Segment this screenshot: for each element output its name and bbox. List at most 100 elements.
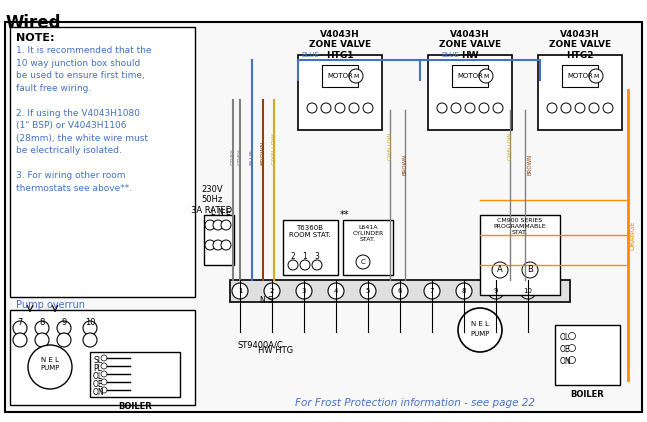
Text: V4043H
ZONE VALVE
HTG1: V4043H ZONE VALVE HTG1 bbox=[309, 30, 371, 60]
Text: 10: 10 bbox=[85, 318, 95, 327]
Text: GREY: GREY bbox=[230, 148, 236, 165]
Text: 4: 4 bbox=[334, 288, 338, 294]
Text: 8: 8 bbox=[462, 288, 466, 294]
Text: C: C bbox=[360, 259, 366, 265]
Circle shape bbox=[360, 283, 376, 299]
Text: OE: OE bbox=[93, 380, 104, 389]
Bar bbox=[555, 325, 620, 385]
Text: E: E bbox=[226, 208, 230, 217]
Text: For Frost Protection information - see page 22: For Frost Protection information - see p… bbox=[295, 398, 535, 408]
Text: N E L: N E L bbox=[41, 357, 59, 363]
Bar bbox=[428, 55, 512, 130]
Text: GREY: GREY bbox=[237, 148, 243, 165]
Circle shape bbox=[479, 103, 489, 113]
Text: M: M bbox=[483, 73, 488, 78]
Circle shape bbox=[101, 355, 107, 361]
Text: 1: 1 bbox=[303, 252, 307, 261]
Circle shape bbox=[307, 103, 317, 113]
Circle shape bbox=[57, 321, 71, 335]
Circle shape bbox=[213, 240, 223, 250]
Bar bbox=[562, 65, 598, 87]
Text: PUMP: PUMP bbox=[470, 331, 490, 337]
Text: V4043H
ZONE VALVE
HTG2: V4043H ZONE VALVE HTG2 bbox=[549, 30, 611, 60]
Circle shape bbox=[561, 103, 571, 113]
Text: L: L bbox=[210, 208, 214, 217]
Circle shape bbox=[83, 321, 97, 335]
Circle shape bbox=[437, 103, 447, 113]
Text: 2: 2 bbox=[291, 252, 296, 261]
Text: 7: 7 bbox=[430, 288, 434, 294]
Circle shape bbox=[35, 333, 49, 347]
Circle shape bbox=[321, 103, 331, 113]
Text: S: S bbox=[268, 296, 272, 305]
Text: **: ** bbox=[340, 210, 350, 220]
Text: MOTOR: MOTOR bbox=[567, 73, 593, 79]
Circle shape bbox=[83, 333, 97, 347]
Text: CM900 SERIES
PROGRAMMABLE
STAT.: CM900 SERIES PROGRAMMABLE STAT. bbox=[494, 218, 546, 235]
Circle shape bbox=[213, 220, 223, 230]
Text: M: M bbox=[593, 73, 598, 78]
Circle shape bbox=[522, 262, 538, 278]
Circle shape bbox=[569, 344, 575, 352]
Text: N: N bbox=[217, 208, 223, 217]
Text: 1. It is recommended that the
10 way junction box should
be used to ensure first: 1. It is recommended that the 10 way jun… bbox=[16, 46, 151, 192]
Text: N E L: N E L bbox=[471, 321, 489, 327]
Text: V4043H
ZONE VALVE
HW: V4043H ZONE VALVE HW bbox=[439, 30, 501, 60]
Text: HW HTG: HW HTG bbox=[258, 346, 294, 355]
Circle shape bbox=[492, 262, 508, 278]
Text: 5: 5 bbox=[366, 288, 370, 294]
Circle shape bbox=[356, 255, 370, 269]
Bar bbox=[480, 215, 560, 295]
Text: G/YELLOW: G/YELLOW bbox=[388, 132, 393, 160]
Circle shape bbox=[451, 103, 461, 113]
Circle shape bbox=[589, 103, 599, 113]
Circle shape bbox=[312, 260, 322, 270]
Bar bbox=[283, 220, 338, 275]
Circle shape bbox=[205, 240, 215, 250]
Text: Wired: Wired bbox=[5, 14, 61, 32]
Text: 9: 9 bbox=[61, 318, 67, 327]
Text: ON: ON bbox=[560, 357, 572, 366]
Circle shape bbox=[28, 345, 72, 389]
Circle shape bbox=[392, 283, 408, 299]
Text: BOILER: BOILER bbox=[570, 390, 604, 399]
Circle shape bbox=[520, 283, 536, 299]
Circle shape bbox=[547, 103, 557, 113]
Circle shape bbox=[493, 103, 503, 113]
Text: BROWN: BROWN bbox=[261, 141, 265, 165]
Text: MOTOR: MOTOR bbox=[457, 73, 483, 79]
Text: OE: OE bbox=[560, 345, 571, 354]
Bar bbox=[298, 55, 382, 130]
Text: BROWN: BROWN bbox=[527, 154, 532, 175]
Circle shape bbox=[349, 69, 363, 83]
Text: BLUE: BLUE bbox=[441, 52, 459, 58]
Text: N: N bbox=[259, 296, 265, 305]
Text: 3: 3 bbox=[302, 288, 306, 294]
Circle shape bbox=[221, 240, 231, 250]
Text: Pump overrun: Pump overrun bbox=[16, 300, 85, 310]
Bar bbox=[10, 27, 195, 297]
Bar bbox=[452, 65, 488, 87]
Circle shape bbox=[221, 220, 231, 230]
Circle shape bbox=[101, 387, 107, 393]
Text: BLUE: BLUE bbox=[250, 149, 254, 165]
Text: OL: OL bbox=[560, 333, 570, 342]
Text: BOILER: BOILER bbox=[118, 402, 152, 411]
Text: T6360B
ROOM STAT.: T6360B ROOM STAT. bbox=[289, 225, 331, 238]
Text: 7: 7 bbox=[17, 318, 23, 327]
Text: ST9400A/C: ST9400A/C bbox=[237, 340, 283, 349]
Circle shape bbox=[479, 69, 493, 83]
Circle shape bbox=[328, 283, 344, 299]
Circle shape bbox=[296, 283, 312, 299]
Text: 230V
50Hz
3A RATED: 230V 50Hz 3A RATED bbox=[192, 185, 232, 215]
Circle shape bbox=[569, 357, 575, 363]
Circle shape bbox=[575, 103, 585, 113]
Circle shape bbox=[264, 283, 280, 299]
Circle shape bbox=[363, 103, 373, 113]
Text: 6: 6 bbox=[398, 288, 402, 294]
Text: 9: 9 bbox=[494, 288, 498, 294]
Text: ON: ON bbox=[93, 388, 105, 397]
Text: 1: 1 bbox=[237, 288, 242, 294]
Circle shape bbox=[589, 69, 603, 83]
Text: 2: 2 bbox=[270, 288, 274, 294]
